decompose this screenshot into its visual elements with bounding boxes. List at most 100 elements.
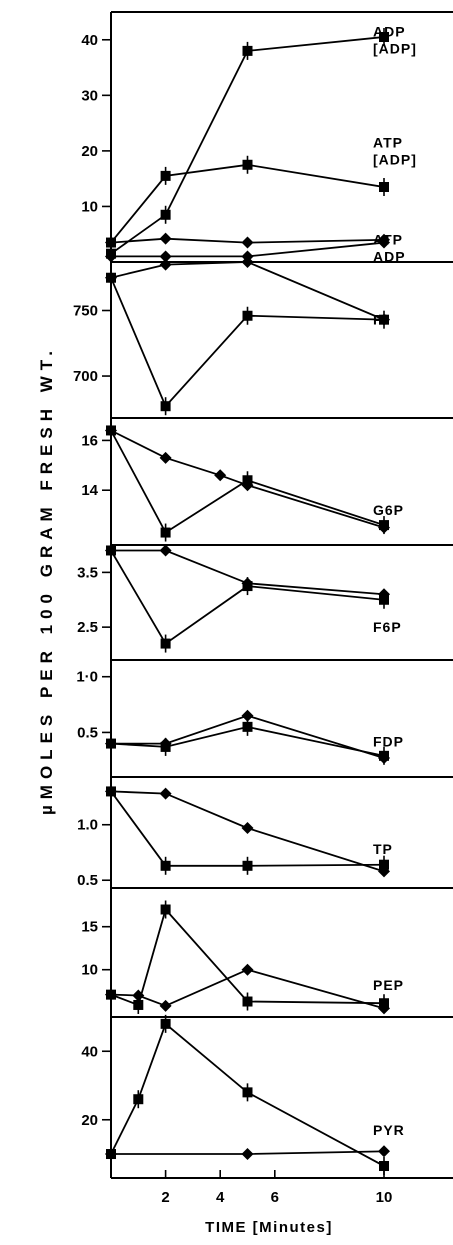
chart-panels: 10203040ADP[ADP]ATP[ADP]ATPADP700750Pi14… <box>73 11 453 1179</box>
panel-label: ADP <box>373 23 406 39</box>
panel-label: F6P <box>373 619 402 635</box>
data-point-square <box>160 638 171 649</box>
series-line <box>110 907 385 1007</box>
series-line <box>110 237 385 244</box>
panel-label: ATP <box>373 134 403 150</box>
data-point-diamond <box>159 787 172 800</box>
series-line <box>110 790 385 867</box>
y-tick-label: 1·0 <box>76 669 98 686</box>
x-tick-label: 6 <box>271 1189 279 1206</box>
data-point-square <box>379 32 389 42</box>
data-point-diamond <box>159 544 172 557</box>
data-point-diamond <box>241 963 254 976</box>
y-tick-label: 16 <box>81 432 98 449</box>
data-point-square <box>106 738 116 749</box>
series-line <box>110 261 385 321</box>
y-tick-label: 20 <box>81 1112 98 1129</box>
y-tick-label: 10 <box>81 198 98 215</box>
data-point-square <box>160 401 171 412</box>
panel-label: ADP <box>373 249 406 265</box>
series-line <box>110 430 385 534</box>
data-point-square <box>242 996 253 1007</box>
data-point-diamond <box>378 1145 390 1158</box>
y-tick-label: 0.5 <box>77 724 98 741</box>
panel-label: PEP <box>373 977 404 993</box>
series-line <box>110 163 385 244</box>
data-point-square <box>242 1087 253 1098</box>
series-line <box>110 550 385 645</box>
data-point-square <box>379 594 389 605</box>
data-point-diamond <box>159 232 172 245</box>
data-point-square <box>160 860 171 871</box>
data-point-square <box>379 859 389 870</box>
data-point-square <box>133 1094 144 1105</box>
data-point-diamond <box>105 236 117 249</box>
y-tick-label: 3.5 <box>77 564 98 581</box>
data-point-square <box>106 989 116 1000</box>
y-tick-label: 40 <box>81 32 98 49</box>
series-line <box>110 790 385 873</box>
series-line <box>110 277 385 408</box>
data-point-square <box>242 721 253 732</box>
panel-label: [ADP] <box>373 151 417 167</box>
panel-5: 0.5 1.0 TP <box>77 782 453 889</box>
data-point-square <box>379 998 389 1009</box>
panel-label: TP <box>373 841 393 857</box>
data-point-square <box>242 45 253 56</box>
data-point-diamond <box>214 469 227 482</box>
data-point-diamond <box>159 250 172 263</box>
data-point-square <box>379 750 389 761</box>
data-point-square <box>160 527 171 538</box>
y-tick-label: 700 <box>73 368 98 385</box>
data-point-square <box>106 1149 116 1160</box>
data-point-square <box>160 904 171 915</box>
data-point-square <box>242 159 253 170</box>
data-point-diamond <box>241 256 254 268</box>
y-tick-label: 20 <box>81 143 98 160</box>
y-axis-title: µMOLES PER 100 GRAM FRESH WT. <box>37 345 56 815</box>
data-point-square <box>160 1018 171 1029</box>
data-point-diamond <box>159 999 172 1012</box>
x-tick-label: 2 <box>161 1189 169 1206</box>
y-tick-label: 30 <box>81 87 98 104</box>
y-tick-label: 15 <box>81 919 98 936</box>
x-axis-title: TIME [Minutes] <box>205 1219 333 1236</box>
panel-3: 2.5 3.5 F6P <box>77 541 453 661</box>
panel-2: 14 16 G6P <box>81 421 453 546</box>
panel-label: PYR <box>373 1122 405 1138</box>
data-point-square <box>242 475 253 486</box>
panel-label: ATP <box>373 232 403 248</box>
series-line <box>110 36 385 255</box>
panel-label: [ADP] <box>373 40 417 56</box>
data-point-diamond <box>159 451 172 464</box>
panel-label: Pi <box>373 312 388 328</box>
data-point-square <box>242 581 253 592</box>
data-point-square <box>133 999 144 1010</box>
y-tick-label: 40 <box>81 1043 98 1060</box>
series-line <box>110 725 385 757</box>
data-point-diamond <box>241 1148 254 1161</box>
panel-6: 10 15 PEP <box>81 900 453 1018</box>
x-axis-ticks: 2 4 6 10 <box>161 1170 392 1206</box>
series-line <box>111 549 385 596</box>
data-point-square <box>106 545 116 556</box>
y-tick-label: 0.5 <box>77 872 98 889</box>
panel-label: G6P <box>373 502 404 518</box>
data-point-diamond <box>241 236 254 249</box>
panel-4: 0.5 1·0 FDP <box>76 669 453 778</box>
x-tick-label: 4 <box>216 1189 225 1206</box>
y-tick-label: 2.5 <box>77 619 98 636</box>
data-point-square <box>379 520 389 531</box>
series-line <box>111 241 385 258</box>
data-point-square <box>379 1161 389 1172</box>
data-point-square <box>242 860 253 871</box>
data-point-square <box>160 741 171 752</box>
y-tick-label: 10 <box>81 962 98 979</box>
y-tick-label: 1.0 <box>77 817 98 834</box>
y-tick-label: 14 <box>81 482 98 499</box>
data-point-diamond <box>241 822 254 835</box>
data-point-square <box>242 310 253 321</box>
data-point-square <box>106 272 116 283</box>
y-tick-label: 750 <box>73 303 98 320</box>
